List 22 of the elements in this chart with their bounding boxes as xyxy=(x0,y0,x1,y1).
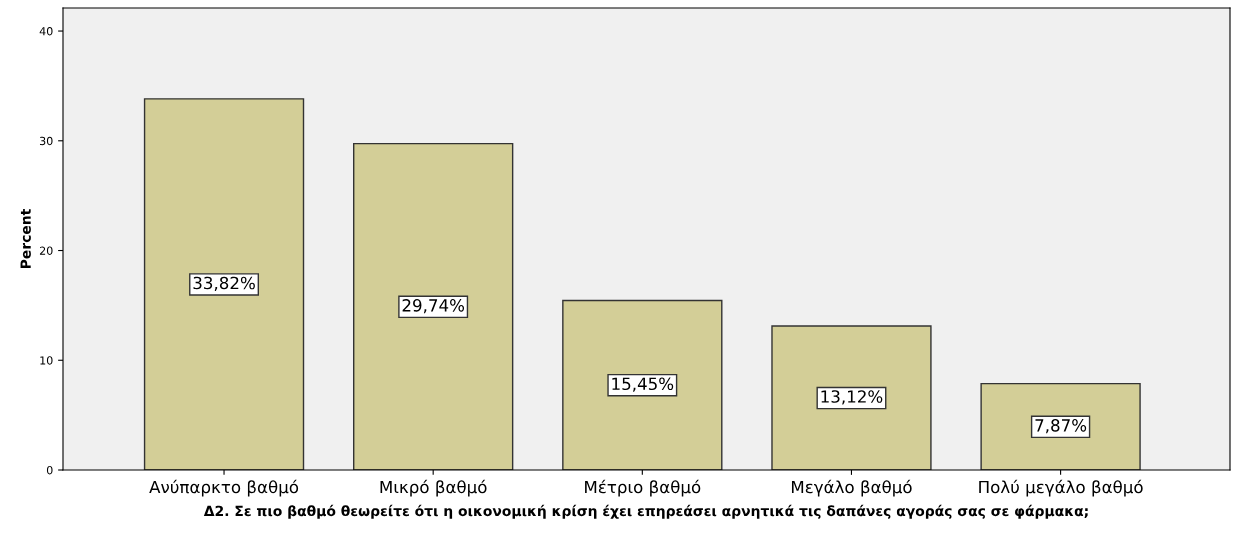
data-label: 13,12% xyxy=(821,390,883,405)
y-tick-label: 0 xyxy=(46,465,53,475)
y-tick-label: 10 xyxy=(40,356,53,365)
data-label: 15,45% xyxy=(612,377,674,392)
data-label: 29,74% xyxy=(402,299,465,314)
bar xyxy=(980,382,1141,470)
bar xyxy=(771,325,932,470)
bar xyxy=(562,299,723,470)
x-tick-label: Ανύπαρκτο βαθμό xyxy=(149,479,299,497)
x-tick-label: Μέτριο βαθμό xyxy=(585,479,701,497)
data-label: 7,87% xyxy=(1035,419,1087,434)
bar xyxy=(143,98,305,470)
y-tick-label: 30 xyxy=(39,136,53,146)
x-tick-label: Πολύ μεγάλο βαθμό xyxy=(979,479,1143,497)
y-axis-title: Percent xyxy=(20,209,31,269)
y-tick-label: 20 xyxy=(39,246,53,255)
x-tick-label: Μικρό βαθμό xyxy=(380,479,487,497)
y-tick-label: 40 xyxy=(39,27,53,36)
bar xyxy=(353,142,514,470)
x-axis-title: Δ2. Σε πιο βαθμό θεωρείτε ότι η οικονομική κρίση έχει επηρεάσει αρνητικά τις δαπάνες αγοράς σας σε φάρμακα; xyxy=(203,504,1088,519)
x-tick-label: Μεγάλο βαθμό xyxy=(791,479,912,497)
data-label: 33,82% xyxy=(193,276,255,291)
